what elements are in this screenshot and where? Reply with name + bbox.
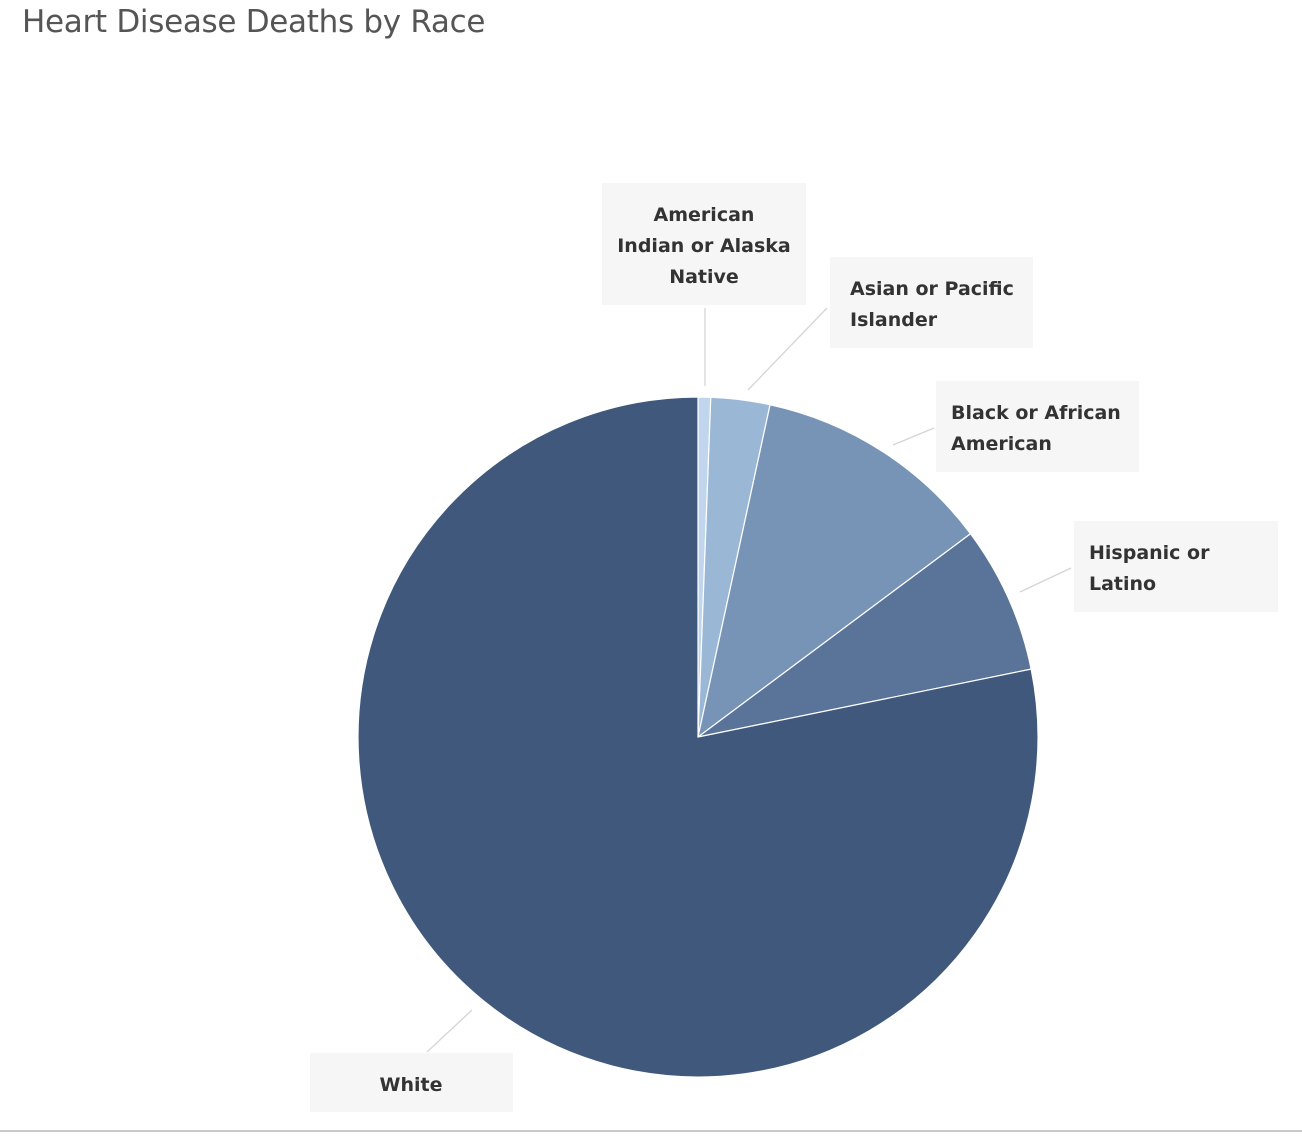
slice-label-line: White [380,1074,443,1096]
chart-title: Heart Disease Deaths by Race [22,4,486,40]
bottom-divider [0,1130,1302,1132]
slice-label-line: Native [669,266,739,288]
slice-label-line: Black or African [951,402,1121,424]
slice-label: Hispanic or Latino [1089,542,1210,595]
slice-label: Black or African American [951,402,1121,455]
leader-line [892,427,935,446]
slice-label-line: Hispanic or [1089,542,1210,564]
label-box [602,183,806,305]
slice-label-line: Asian or Pacific [850,278,1014,300]
slice-label-line: Indian or Alaska [617,235,791,257]
slice-label: White [380,1074,443,1096]
pie-slices [357,396,1039,1078]
slice-labels: American Indian or Alaska Native Asian or P… [310,183,1278,1112]
slice-label-line: Latino [1089,573,1156,595]
pie-slice-hispanic-or-latino[interactable] [697,532,1032,738]
slice-label-line: Islander [850,309,938,331]
leader-line [1019,567,1072,593]
leader-line [747,307,828,391]
label-box [936,381,1139,472]
slice-label-line: American [654,204,755,226]
pie-slice-white[interactable] [357,396,1039,1078]
label-box [1074,521,1278,612]
leader-line [426,1009,473,1053]
pie-slice-black-or-african-american[interactable] [697,404,972,739]
slice-label-line: American [951,433,1052,455]
slice-label: Asian or Pacific Islander [850,278,1014,331]
leader-lines [426,307,1072,1053]
label-box [830,257,1033,348]
label-box [310,1053,513,1112]
slice-label: American Indian or Alaska Native [617,204,791,288]
